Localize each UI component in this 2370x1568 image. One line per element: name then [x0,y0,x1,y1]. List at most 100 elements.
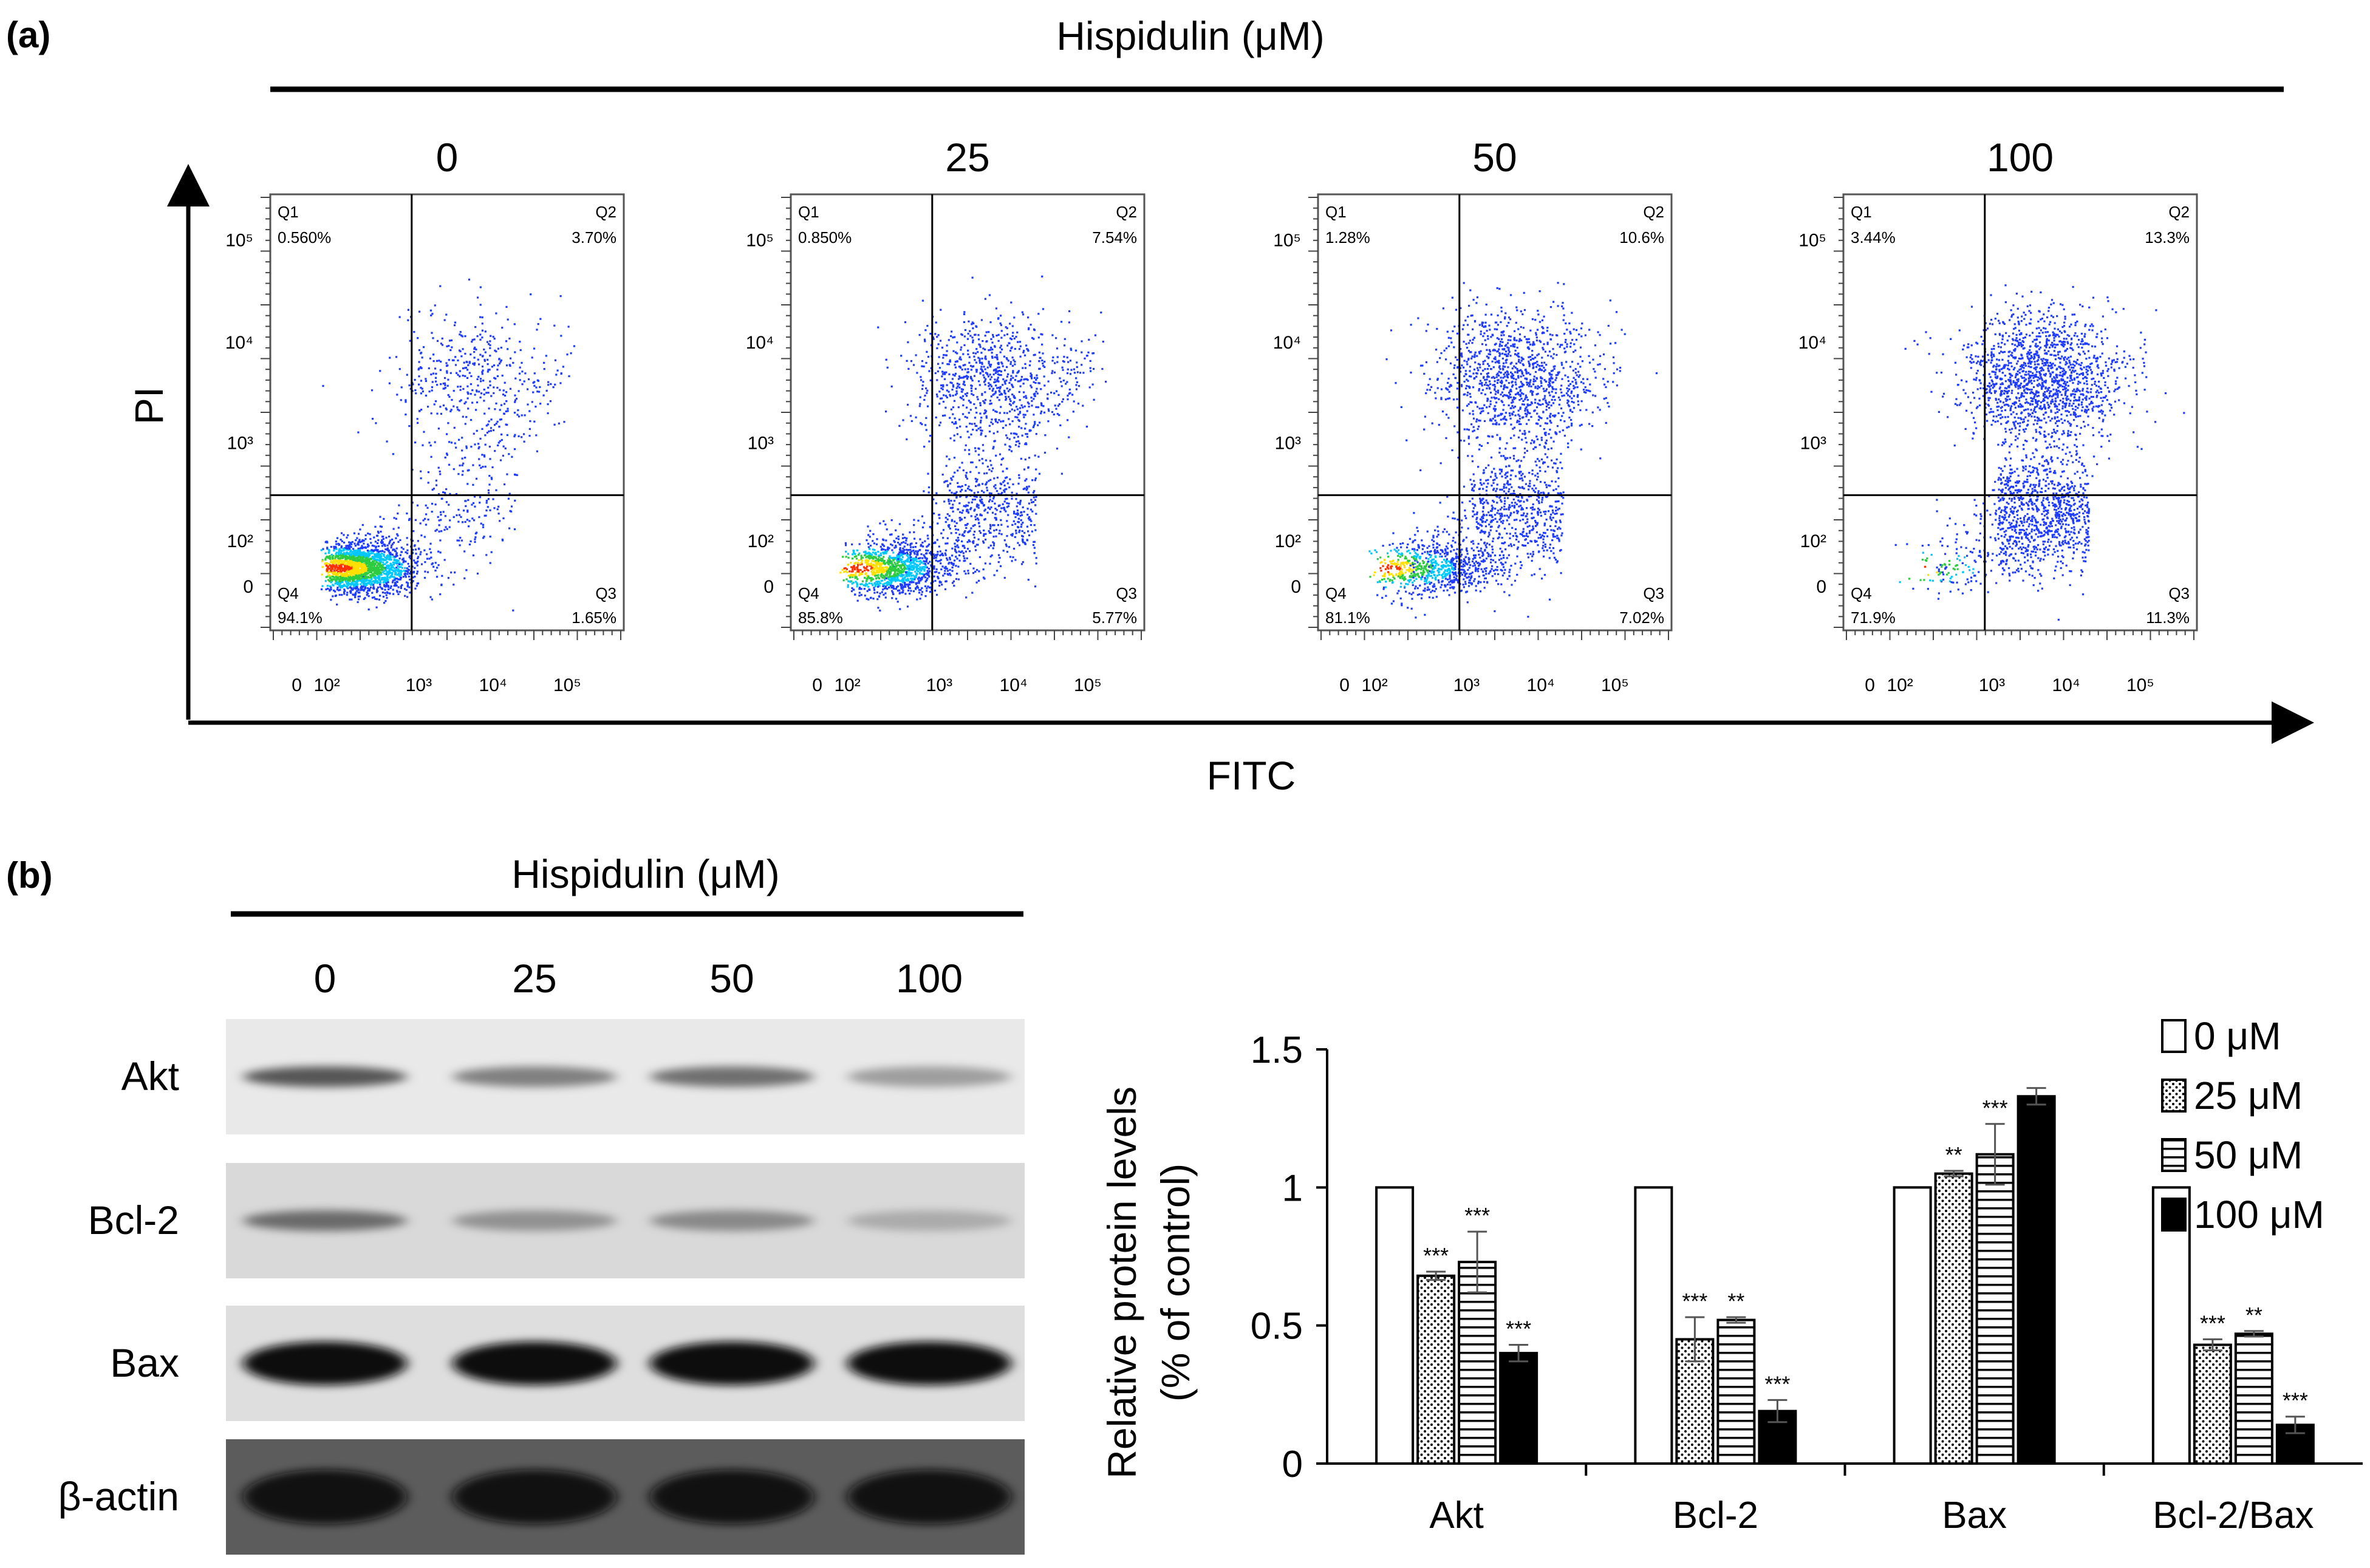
flow-point [902,547,904,550]
flow-point [431,389,433,392]
flow-point [881,574,883,576]
flow-point [494,408,496,411]
flow-point [970,369,972,371]
flow-point [381,545,384,547]
flow-point [457,359,459,362]
flow-point [321,559,324,561]
flow-point [363,573,366,575]
flow-point [415,561,418,564]
flow-point [363,551,365,553]
flow-point [895,568,898,571]
flow-point [437,339,439,342]
flow-point [978,360,981,362]
flow-point [347,561,349,564]
flow-point [401,558,404,561]
flow-point [901,586,903,589]
flow-point [344,570,346,573]
flow-y-tick-label: 10⁴ [225,333,253,353]
flow-point [898,571,901,573]
flow-point [335,582,338,585]
flow-point [1033,338,1035,340]
flow-point [952,413,954,415]
flow-point [921,566,924,568]
flow-point [974,508,976,511]
flow-point [1033,496,1035,499]
flow-point [397,534,399,537]
flow-point [1026,486,1028,488]
flow-point [920,588,922,591]
flow-point [366,576,369,579]
flow-point [1037,313,1040,315]
flow-point [347,575,349,578]
flow-point [839,571,842,574]
flow-point [956,427,958,429]
flow-point [376,534,378,537]
flow-point [422,519,425,522]
flow-point [449,519,451,522]
flow-point [985,355,987,358]
flow-point [406,573,409,575]
flow-point [1026,379,1029,381]
flow-point [1013,547,1016,550]
flow-point [960,377,963,379]
flow-point [912,546,914,548]
flow-point [883,560,886,562]
flow-point [967,511,969,514]
flow-point [912,561,915,563]
flow-point [430,373,432,376]
flow-point [439,406,442,408]
flow-point [890,519,893,522]
flow-point [404,595,406,597]
flow-point [387,581,389,584]
flow-point [396,533,398,536]
flow-point [932,336,934,339]
flow-point [361,552,363,554]
flow-point [992,336,994,338]
flow-point [912,574,914,577]
flow-point [330,553,333,556]
flow-point [329,588,331,591]
flow-point [405,399,407,401]
flow-point [984,368,986,370]
flow-point [975,370,978,373]
flow-point [948,562,951,564]
flow-point [857,554,859,556]
flow-point [476,335,479,338]
flow-point [398,573,400,576]
flow-point [347,556,350,559]
flow-point [1020,511,1022,513]
flow-point [353,557,356,560]
flow-point [1019,503,1021,505]
flow-point [937,370,939,373]
flow-point [953,439,955,442]
flow-point [414,441,417,444]
flow-point [977,506,980,509]
flow-point [1062,398,1064,400]
flow-point [995,535,997,537]
flow-point [528,378,530,381]
flow-point [1033,354,1035,356]
flow-point [1020,519,1022,522]
flow-point [338,580,340,583]
flow-point [944,395,948,397]
flow-point [975,581,978,584]
flow-point [864,551,867,554]
flow-point [446,433,448,435]
flow-point [355,590,358,592]
flow-point [481,322,483,325]
flow-point [380,587,383,590]
flow-point [424,561,426,564]
flow-point [855,555,858,557]
flow-point [1040,402,1042,404]
flow-point [878,554,880,557]
flow-point [884,596,887,599]
flow-point [348,571,350,574]
flow-point [509,387,512,390]
flow-point [857,570,859,572]
flow-point [508,493,511,495]
flow-point [369,550,371,552]
flow-point [435,380,437,383]
flow-point [959,519,961,522]
flow-point [858,571,860,573]
flow-point [920,379,923,381]
